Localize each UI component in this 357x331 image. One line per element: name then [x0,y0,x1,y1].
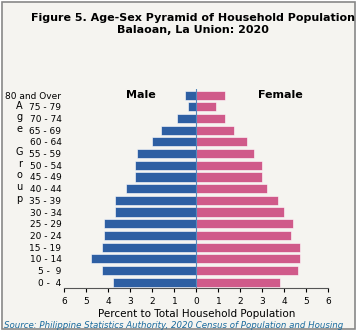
Bar [196,137,247,147]
Bar [196,102,216,112]
Bar [196,184,267,193]
Bar [135,172,196,181]
Bar [104,231,196,240]
Bar [196,126,234,135]
Bar [185,91,196,100]
Bar [126,184,196,193]
Text: Female: Female [258,90,302,100]
Bar [102,266,196,275]
Bar [137,149,196,158]
Text: Figure 5. Age-Sex Pyramid of Household Population
Balaoan, La Union: 2020: Figure 5. Age-Sex Pyramid of Household P… [31,13,355,35]
Bar [196,161,262,170]
Bar [176,114,196,123]
Text: Source: Philippine Statistics Authority, 2020 Census of Population and Housing: Source: Philippine Statistics Authority,… [4,321,343,330]
Bar [135,161,196,170]
Bar [196,114,225,123]
Bar [196,196,278,205]
Bar [102,243,196,252]
Bar [196,266,298,275]
Bar [196,278,280,287]
Bar [113,278,196,287]
X-axis label: Percent to Total Household Population: Percent to Total Household Population [98,309,295,319]
FancyBboxPatch shape [2,2,355,329]
Text: Male: Male [126,90,156,100]
Bar [196,254,300,263]
Text: A
g
e

G
r
o
u
p: A g e G r o u p [16,101,24,204]
Bar [115,196,196,205]
Bar [196,91,225,100]
Bar [196,172,262,181]
Bar [196,231,291,240]
Bar [196,149,253,158]
Bar [161,126,196,135]
Bar [196,243,300,252]
Bar [196,219,293,228]
Bar [152,137,196,147]
Bar [187,102,196,112]
Bar [196,208,285,216]
Bar [104,219,196,228]
Bar [91,254,196,263]
Bar [115,208,196,216]
